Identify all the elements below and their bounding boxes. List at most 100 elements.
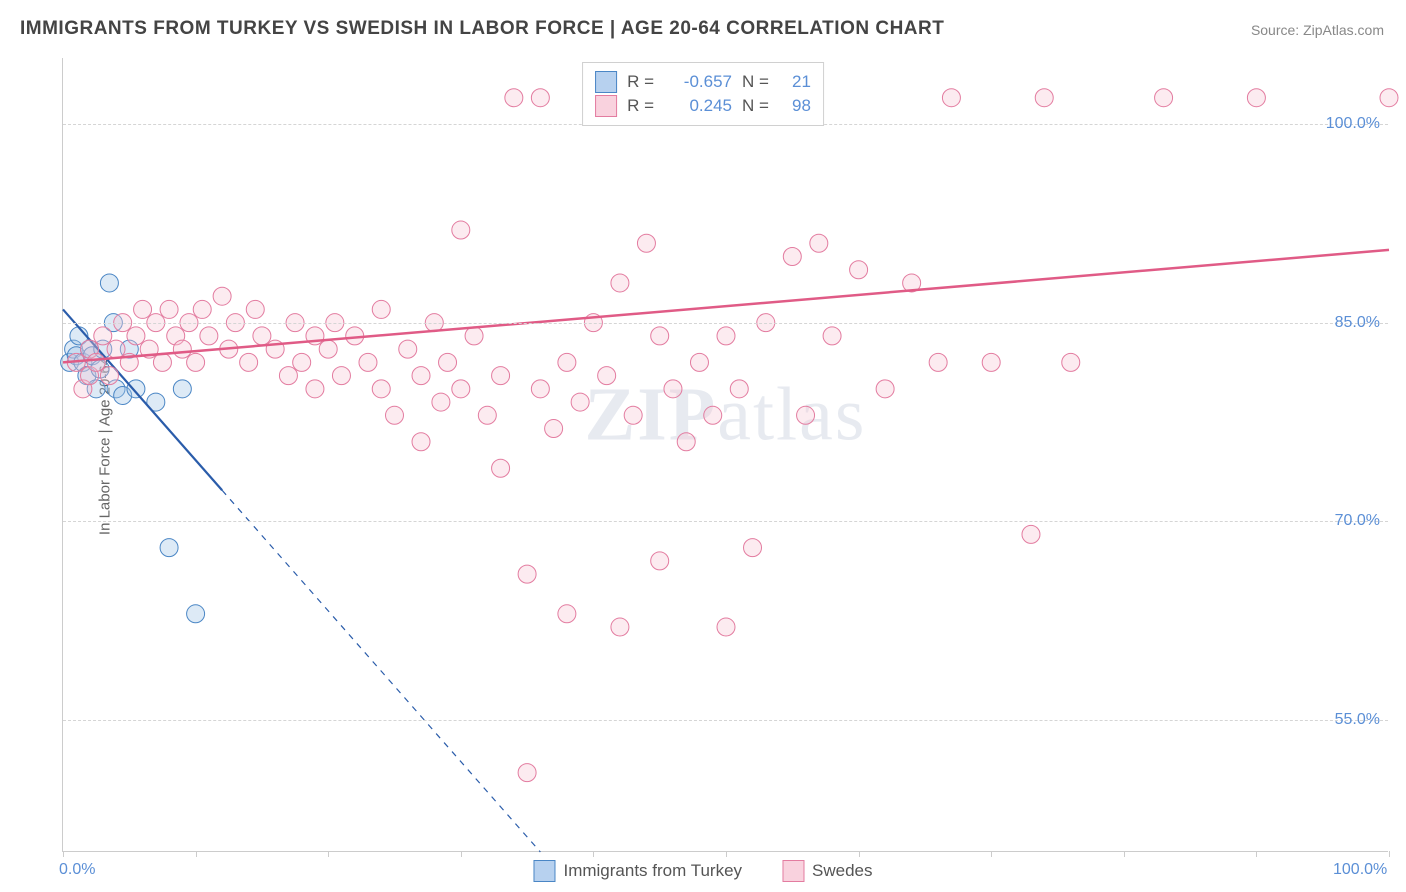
data-point xyxy=(100,274,118,292)
data-point xyxy=(193,300,211,318)
data-point xyxy=(744,539,762,557)
data-point xyxy=(651,327,669,345)
data-point xyxy=(1035,89,1053,107)
y-tick-label: 70.0% xyxy=(1335,512,1380,530)
data-point xyxy=(651,552,669,570)
legend-label: Immigrants from Turkey xyxy=(563,861,742,881)
legend-item: Immigrants from Turkey xyxy=(533,860,742,882)
data-point xyxy=(293,353,311,371)
scatter-svg xyxy=(63,58,1388,851)
y-tick-label: 55.0% xyxy=(1335,711,1380,729)
data-point xyxy=(439,353,457,371)
data-point xyxy=(412,367,430,385)
legend-series: Immigrants from Turkey Swedes xyxy=(533,860,872,882)
data-point xyxy=(452,221,470,239)
data-point xyxy=(412,433,430,451)
data-point xyxy=(505,89,523,107)
x-tick xyxy=(859,851,860,857)
gridline xyxy=(63,323,1388,324)
data-point xyxy=(717,327,735,345)
legend-r-value: -0.657 xyxy=(664,72,732,92)
data-point xyxy=(518,565,536,583)
data-point xyxy=(173,340,191,358)
data-point xyxy=(432,393,450,411)
source-label: Source: ZipAtlas.com xyxy=(1251,22,1384,38)
legend-n-label: N = xyxy=(742,72,769,92)
legend-item: Swedes xyxy=(782,860,872,882)
data-point xyxy=(545,420,563,438)
data-point xyxy=(492,367,510,385)
legend-r-value: 0.245 xyxy=(664,96,732,116)
data-point xyxy=(611,274,629,292)
legend-n-label: N = xyxy=(742,96,769,116)
x-tick-label: 100.0% xyxy=(1333,861,1387,879)
data-point xyxy=(571,393,589,411)
data-point xyxy=(730,380,748,398)
x-tick xyxy=(593,851,594,857)
legend-stat-row: R = -0.657 N = 21 xyxy=(595,71,811,93)
legend-stats: R = -0.657 N = 21 R = 0.245 N = 98 xyxy=(582,62,824,126)
legend-label: Swedes xyxy=(812,861,872,881)
data-point xyxy=(160,539,178,557)
data-point xyxy=(492,459,510,477)
x-tick xyxy=(196,851,197,857)
data-point xyxy=(127,380,145,398)
x-tick xyxy=(1256,851,1257,857)
data-point xyxy=(823,327,841,345)
data-point xyxy=(173,380,191,398)
data-point xyxy=(246,300,264,318)
x-tick xyxy=(328,851,329,857)
gridline xyxy=(63,521,1388,522)
data-point xyxy=(797,406,815,424)
data-point xyxy=(372,300,390,318)
data-point xyxy=(876,380,894,398)
data-point xyxy=(624,406,642,424)
data-point xyxy=(319,340,337,358)
data-point xyxy=(134,300,152,318)
legend-swatch xyxy=(595,95,617,117)
data-point xyxy=(94,327,112,345)
data-point xyxy=(717,618,735,636)
data-point xyxy=(611,618,629,636)
data-point xyxy=(810,234,828,252)
data-point xyxy=(160,300,178,318)
chart-title: IMMIGRANTS FROM TURKEY VS SWEDISH IN LAB… xyxy=(20,18,944,40)
data-point xyxy=(200,327,218,345)
legend-swatch xyxy=(595,71,617,93)
data-point xyxy=(531,380,549,398)
data-point xyxy=(558,605,576,623)
data-point xyxy=(704,406,722,424)
x-tick xyxy=(726,851,727,857)
trend-line-dashed xyxy=(222,490,540,852)
data-point xyxy=(598,367,616,385)
data-point xyxy=(127,327,145,345)
data-point xyxy=(87,353,105,371)
data-point xyxy=(1380,89,1398,107)
y-tick-label: 85.0% xyxy=(1335,314,1380,332)
legend-n-value: 98 xyxy=(779,96,811,116)
gridline xyxy=(63,720,1388,721)
data-point xyxy=(518,764,536,782)
data-point xyxy=(478,406,496,424)
data-point xyxy=(942,89,960,107)
data-point xyxy=(929,353,947,371)
x-tick xyxy=(63,851,64,857)
legend-r-label: R = xyxy=(627,72,654,92)
data-point xyxy=(332,367,350,385)
data-point xyxy=(452,380,470,398)
y-tick-label: 100.0% xyxy=(1326,115,1380,133)
legend-swatch xyxy=(782,860,804,882)
x-tick xyxy=(461,851,462,857)
data-point xyxy=(187,353,205,371)
data-point xyxy=(690,353,708,371)
chart-container: IMMIGRANTS FROM TURKEY VS SWEDISH IN LAB… xyxy=(0,0,1406,892)
legend-swatch xyxy=(533,860,555,882)
data-point xyxy=(240,353,258,371)
data-point xyxy=(1062,353,1080,371)
data-point xyxy=(664,380,682,398)
x-tick xyxy=(1389,851,1390,857)
data-point xyxy=(107,340,125,358)
data-point xyxy=(213,287,231,305)
data-point xyxy=(1022,525,1040,543)
data-point xyxy=(100,367,118,385)
